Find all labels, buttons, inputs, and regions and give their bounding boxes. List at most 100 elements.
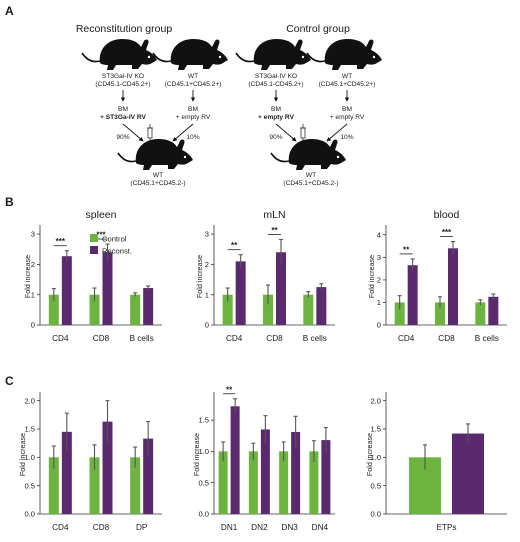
y-tick-label: 2 [31,260,35,269]
bar-control [248,451,258,514]
y-tick-label: 1.5 [198,416,209,425]
bar-reconst [488,296,499,325]
donor-right-line2: (CD45.1+CD45.2+) [319,81,376,88]
bar-control [218,451,228,514]
bar-control [394,302,405,325]
significance-label: ** [231,241,238,250]
x-category-label: CD4 [226,334,243,343]
bm-right-line1: BM [188,106,198,113]
y-axis-label: Fold increase [192,433,201,476]
donor-wt-mouse [152,38,229,71]
y-tick-label: 0 [31,321,35,330]
y-tick-label: 1.0 [370,453,381,462]
bm-left-line1: BM [271,106,281,113]
y-tick-label: 2 [205,260,209,269]
pct-left: 90% [269,134,282,141]
bar-reconst [102,421,113,514]
arrow [122,123,144,142]
bar-control [309,451,319,514]
bar-control [303,294,314,325]
x-category-label: CD8 [266,334,283,343]
x-category-label: DN3 [281,523,298,532]
control-group-schema: Control group ST3Gal-IV KO (CD45.1-CD45.… [235,23,383,187]
bar-control [222,294,233,325]
y-tick-label: 1.0 [24,453,35,462]
recipient-mouse [270,138,347,171]
x-category-label: DN2 [251,523,268,532]
y-axis-label: Fold increase [365,433,374,476]
donor-left-line1: ST3Gal-IV KO [255,73,297,80]
y-tick-label: 1.0 [198,447,209,456]
bm-right-line1: BM [342,106,352,113]
chart-title: spleen [86,209,117,221]
bar-reconst [61,431,72,514]
panel-label-c: C [5,374,14,388]
y-axis-label: Fold increase [23,255,32,298]
significance-label: ** [226,385,233,394]
y-axis-label: Fold increase [367,255,376,298]
significance-label: *** [442,228,452,237]
bar-control [89,457,100,514]
chart-blood: blood 0 1 2 3 4 Fold increase CD4 ** CD8 *** B cell… [367,209,507,343]
bm-right-line2: + empty RV [330,114,365,121]
bm-left-line1: BM [118,106,128,113]
bar-control [48,457,59,514]
bm-right-line2: + empty RV [176,114,211,121]
group-title: Reconstitution group [76,23,172,35]
chart-spleen: spleen 0 1 2 3 Fold increase CD4 *** CD8 *** B cel… [23,209,162,343]
legend-label: Control [102,235,127,244]
donor-left-line1: ST3Gal-IV KO [102,73,144,80]
chart-mln: mLN 0 1 2 3 Fold increase CD4 ** CD8 ** B cells [195,209,335,343]
x-category-label: B cells [475,334,499,343]
bm-left-line2: + ST3Ga-IV RV [100,114,146,121]
donor-right-line2: (CD45.1+CD45.2+) [165,81,222,88]
bar-control [130,457,141,514]
y-tick-label: 1.5 [24,425,35,434]
bar-control [48,294,59,325]
arrow [172,123,194,142]
chart-title: mLN [263,209,285,221]
x-category-label: DP [136,523,148,532]
recipient-mouse [117,138,194,171]
y-tick-label: 3 [205,230,209,239]
y-tick-label: 0.5 [370,481,381,490]
bar-control [475,302,486,325]
legend-swatch-control [90,234,98,242]
bar-reconst [448,248,458,325]
bar-reconst [291,431,301,514]
chart-thymus-cd4-cd8-dp: 0.0 0.5 1.0 1.5 2.0 Fold increase CD4 CD8 DP [18,392,162,532]
donor-right-line1: WT [188,73,198,80]
legend-label: Reconst. [102,247,132,256]
y-tick-label: 1.5 [370,425,381,434]
panel-label-a: A [5,4,14,18]
y-tick-label: 1 [31,290,35,299]
y-tick-label: 2.0 [24,396,35,405]
arrow [326,123,348,142]
bar-reconst [316,287,327,325]
significance-label: *** [56,237,66,246]
y-tick-label: 1 [377,298,381,307]
bar-reconst [321,440,331,514]
panel-label-b: B [5,195,14,209]
significance-label: ** [403,245,410,254]
x-category-label: DN1 [221,523,238,532]
bar-reconst [143,438,154,514]
y-axis-label: Fold increase [195,255,204,298]
bm-left-line2: + empty RV [258,114,295,121]
x-category-label: CD4 [398,334,415,343]
y-tick-label: 4 [377,230,381,239]
y-tick-label: 1 [205,290,209,299]
y-tick-label: 0 [205,321,209,330]
y-tick-label: 2 [377,275,381,284]
chart-title: blood [434,209,460,221]
chart-etps: 0.0 0.5 1.0 1.5 2.0 Fold increase ETPs [365,392,507,532]
significance-label: *** [96,231,106,240]
x-category-label: ETPs [436,523,456,532]
bar-reconst [407,265,418,325]
x-category-label: B cells [130,334,154,343]
recipient-line2: (CD45.1+CD45.2-) [283,180,338,187]
bar-control [263,294,273,325]
reconstitution-group-schema: Reconstitution group ST3Gal-IV KO (CD45.… [76,23,229,187]
bar-control [435,302,445,325]
